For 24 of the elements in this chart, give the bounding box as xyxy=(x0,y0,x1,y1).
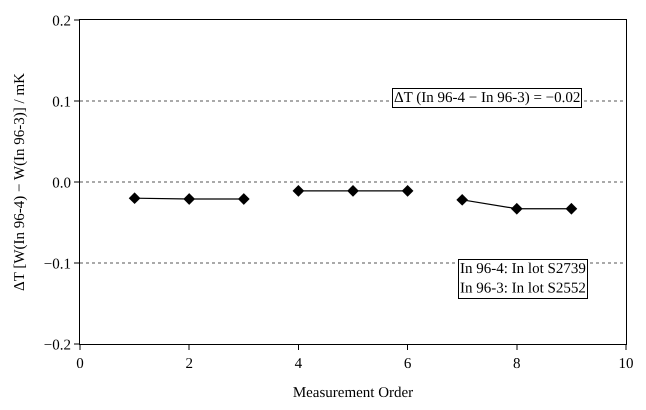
point xyxy=(510,202,523,215)
x-tick-label: 8 xyxy=(513,356,521,372)
x-axis-title: Measurement Order xyxy=(292,385,414,401)
y-tick-label: 0.2 xyxy=(52,13,71,30)
x-tick-label: 4 xyxy=(294,356,303,372)
point xyxy=(128,192,140,204)
point xyxy=(292,185,304,197)
y-tick-label: −0.1 xyxy=(44,256,71,272)
x-tick-label: 0 xyxy=(76,356,84,372)
x-tick-label: 6 xyxy=(404,356,412,372)
y-tick-label: 0.0 xyxy=(52,175,71,192)
point xyxy=(238,193,250,205)
y-axis-title: ΔT [W(In 96-4) − W(In 96-3)] / mK xyxy=(12,72,28,291)
annotation: In 96-4: In lot S2739 In 96-3: In lot S2552 xyxy=(460,261,586,296)
y-tick-label: −0.2 xyxy=(44,337,71,354)
point xyxy=(456,194,468,206)
point xyxy=(183,193,196,205)
x-tick-label: 10 xyxy=(618,356,634,372)
point xyxy=(347,185,359,197)
point xyxy=(402,185,414,197)
point xyxy=(566,202,578,215)
annotation: ΔT (In 96-4 − In 96-3) = −0.02 xyxy=(394,90,580,106)
x-tick-label: 2 xyxy=(185,356,193,372)
y-tick-label: 0.1 xyxy=(52,94,71,110)
